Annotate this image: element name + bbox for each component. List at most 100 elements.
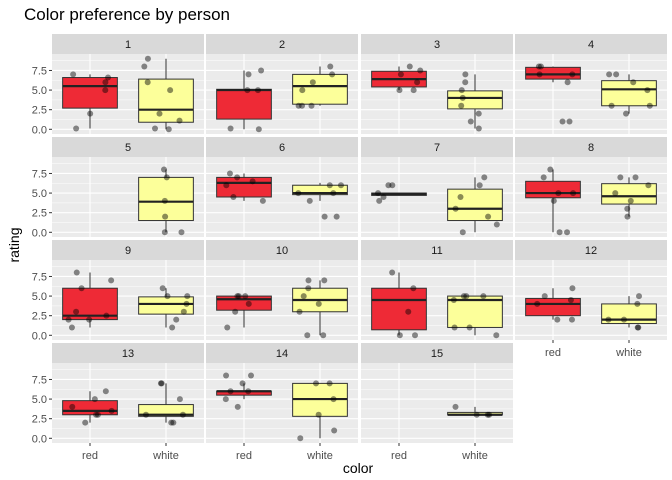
data-point	[412, 332, 419, 339]
data-point	[245, 300, 252, 307]
data-point	[68, 324, 75, 331]
facet-strip-label: 6	[279, 142, 285, 154]
data-point	[644, 87, 651, 94]
data-point	[493, 332, 500, 339]
data-point	[537, 63, 544, 70]
data-point	[396, 332, 403, 339]
data-point	[389, 269, 396, 276]
data-point	[108, 407, 115, 414]
data-point	[173, 316, 180, 323]
data-point	[632, 174, 639, 181]
facet-strip	[361, 240, 513, 260]
data-point	[636, 293, 643, 300]
facet-panels: 10.02.55.07.52 3 450.02.55.07.56 7 890.02.55…	[32, 34, 667, 462]
data-point	[223, 182, 230, 189]
y-tick-label: 0.0	[32, 330, 47, 342]
data-point	[226, 170, 233, 177]
y-tick-label: 5.0	[32, 394, 47, 406]
data-point	[183, 300, 190, 307]
data-point	[540, 174, 547, 181]
data-point	[223, 372, 230, 379]
data-point	[167, 87, 174, 94]
data-point	[385, 182, 392, 189]
box-white	[292, 73, 348, 105]
data-point	[299, 102, 306, 109]
data-point	[258, 67, 265, 74]
facet-panel: 13 0.0 2.5 5.0 7.5 red white	[32, 343, 204, 462]
chart-title: Color preference by person	[24, 5, 230, 24]
data-point	[554, 316, 561, 323]
data-point	[102, 79, 109, 86]
data-point	[254, 87, 261, 94]
x-tick-label: white	[461, 450, 488, 462]
y-tick-label: 7.5	[32, 271, 47, 283]
data-point	[222, 396, 229, 403]
facet-strip	[206, 343, 358, 363]
data-point	[65, 316, 72, 323]
data-point	[69, 403, 76, 410]
data-point	[536, 71, 543, 78]
facet-strip	[515, 137, 667, 157]
facet-strip	[52, 343, 204, 363]
data-point	[244, 87, 251, 94]
facet-panel: 4	[515, 34, 667, 134]
data-point	[569, 71, 576, 78]
data-point	[550, 197, 557, 204]
data-point	[87, 110, 94, 117]
data-point	[462, 71, 469, 78]
facet-strip-label: 1	[125, 39, 131, 51]
facet-panel: 8	[515, 137, 667, 237]
data-point	[248, 372, 255, 379]
data-point	[630, 79, 637, 86]
data-point	[232, 308, 239, 315]
facet-strip-label: 14	[276, 348, 288, 360]
data-point	[451, 324, 458, 331]
data-point	[93, 411, 100, 418]
data-point	[259, 197, 266, 204]
facet-strip	[206, 240, 358, 260]
data-point	[623, 110, 630, 117]
data-point	[410, 87, 417, 94]
facet-panel: 1 0.0 2.5 5.0 7.5	[32, 34, 204, 136]
data-point	[466, 324, 473, 331]
data-point	[326, 380, 333, 387]
data-point	[327, 63, 334, 70]
data-point	[158, 380, 165, 387]
data-point	[73, 125, 80, 132]
data-point	[234, 293, 241, 300]
data-point	[480, 293, 487, 300]
data-point	[249, 178, 256, 185]
data-point	[620, 316, 627, 323]
data-point	[178, 229, 185, 236]
data-point	[375, 190, 382, 197]
box-red	[62, 77, 118, 109]
data-point	[315, 300, 322, 307]
data-point	[389, 182, 396, 189]
data-point	[613, 71, 620, 78]
data-point	[169, 324, 176, 331]
data-point	[635, 324, 642, 331]
data-point	[86, 316, 93, 323]
y-tick-label: 7.5	[32, 65, 47, 77]
x-tick-label: white	[152, 450, 179, 462]
box-white	[138, 176, 194, 222]
y-tick-label: 0.0	[32, 433, 47, 445]
data-point	[320, 332, 327, 339]
data-point	[450, 297, 457, 303]
data-point	[634, 300, 641, 307]
data-point	[144, 55, 151, 62]
data-point	[331, 427, 338, 434]
data-point	[485, 213, 492, 220]
data-point	[534, 300, 541, 307]
data-point	[556, 229, 563, 236]
facet-strip	[206, 137, 358, 157]
data-point	[184, 293, 191, 300]
data-point	[306, 197, 313, 204]
data-point	[568, 316, 575, 323]
y-tick-label: 5.0	[32, 188, 47, 200]
y-tick-label: 2.5	[32, 311, 47, 323]
data-point	[608, 102, 615, 109]
x-tick-label: red	[391, 450, 407, 462]
data-point	[376, 197, 383, 204]
data-point	[476, 182, 483, 189]
